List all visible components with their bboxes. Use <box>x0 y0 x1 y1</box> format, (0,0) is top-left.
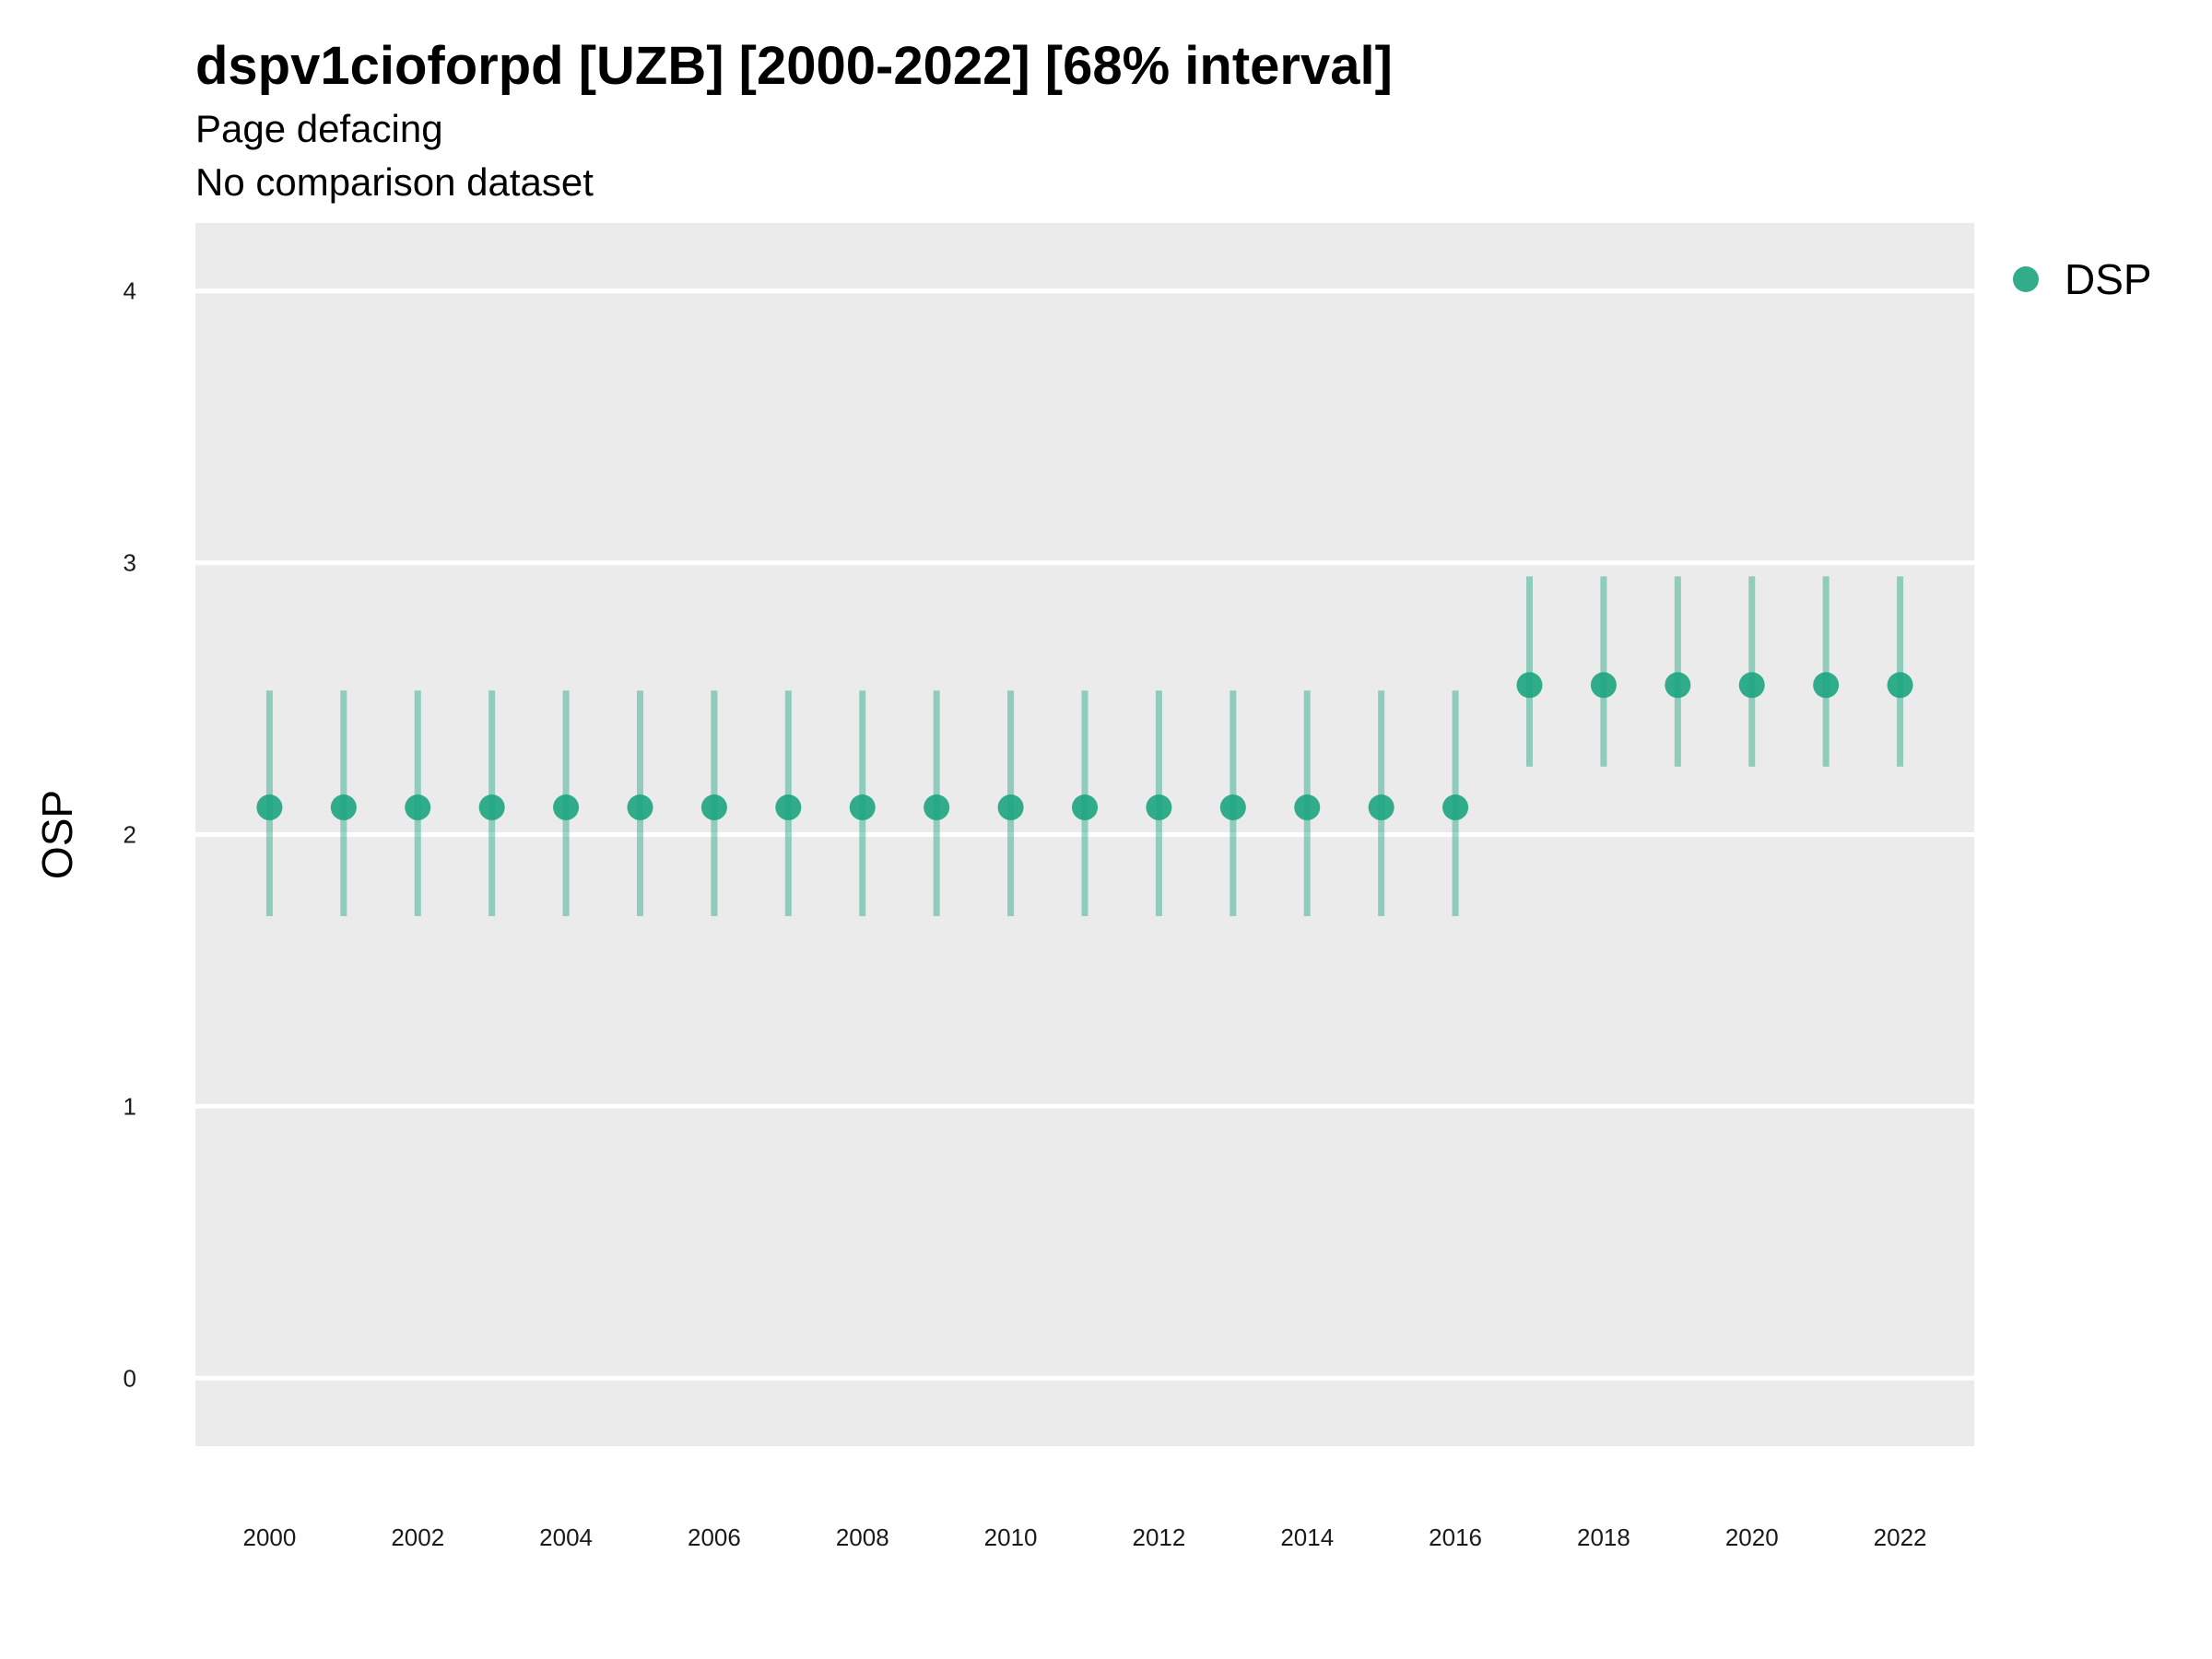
x-tick-label-2004: 2004 <box>539 1524 593 1551</box>
x-tick-label-2000: 2000 <box>242 1524 296 1551</box>
x-tick-label-2018: 2018 <box>1577 1524 1630 1551</box>
data-point-2006 <box>700 794 727 821</box>
x-tick-label-2022: 2022 <box>1874 1524 1927 1551</box>
y-tick-label-1: 1 <box>124 1092 136 1120</box>
data-points <box>256 672 1913 821</box>
data-point-2015 <box>1368 794 1394 821</box>
chart-subtitle: Page defacing <box>195 107 443 150</box>
data-point-2002 <box>405 794 431 821</box>
x-tick-label-2016: 2016 <box>1429 1524 1482 1551</box>
legend: DSP <box>2013 255 2152 303</box>
y-tick-label-4: 4 <box>124 277 136 305</box>
data-point-2020 <box>1738 672 1765 699</box>
data-point-2011 <box>1072 794 1098 821</box>
data-point-2008 <box>849 794 876 821</box>
chart-title: dspv1cioforpd [UZB] [2000-2022] [68% int… <box>195 36 1393 96</box>
data-point-2007 <box>775 794 802 821</box>
data-point-2009 <box>924 794 950 821</box>
data-point-2013 <box>1219 794 1246 821</box>
data-point-2017 <box>1516 672 1543 699</box>
data-point-2005 <box>627 794 653 821</box>
chart-caption: No comparison dataset <box>195 160 594 204</box>
data-point-2021 <box>1813 672 1840 699</box>
x-tick-label-2012: 2012 <box>1132 1524 1185 1551</box>
y-tick-label-3: 3 <box>124 549 136 577</box>
gridlines <box>195 288 1974 1381</box>
y-tick-label-2: 2 <box>124 821 136 849</box>
data-point-2016 <box>1442 794 1469 821</box>
data-point-2010 <box>997 794 1024 821</box>
data-point-2022 <box>1887 672 1913 699</box>
x-tick-label-2020: 2020 <box>1725 1524 1779 1551</box>
y-axis-title: OSP <box>33 790 81 879</box>
data-point-2004 <box>553 794 580 821</box>
data-point-2003 <box>478 794 505 821</box>
x-tick-label-2002: 2002 <box>391 1524 444 1551</box>
x-tick-label-2006: 2006 <box>688 1524 741 1551</box>
y-axis-tick-labels: 0 1 2 3 4 <box>124 277 136 1393</box>
legend-key-dsp <box>2013 266 2039 292</box>
legend-label-dsp: DSP <box>2065 255 2152 303</box>
data-point-2019 <box>1665 672 1691 699</box>
data-point-2012 <box>1146 794 1172 821</box>
x-axis-tick-labels: 2000 2002 2004 2006 2008 2010 2012 2014 2016 2018… <box>242 1524 1926 1551</box>
x-tick-label-2008: 2008 <box>836 1524 889 1551</box>
x-tick-label-2010: 2010 <box>984 1524 1038 1551</box>
y-tick-label-0: 0 <box>124 1364 136 1392</box>
data-point-2014 <box>1294 794 1321 821</box>
data-point-2001 <box>330 794 357 821</box>
data-point-2000 <box>256 794 283 821</box>
x-tick-label-2014: 2014 <box>1280 1524 1334 1551</box>
data-point-2018 <box>1590 672 1617 699</box>
